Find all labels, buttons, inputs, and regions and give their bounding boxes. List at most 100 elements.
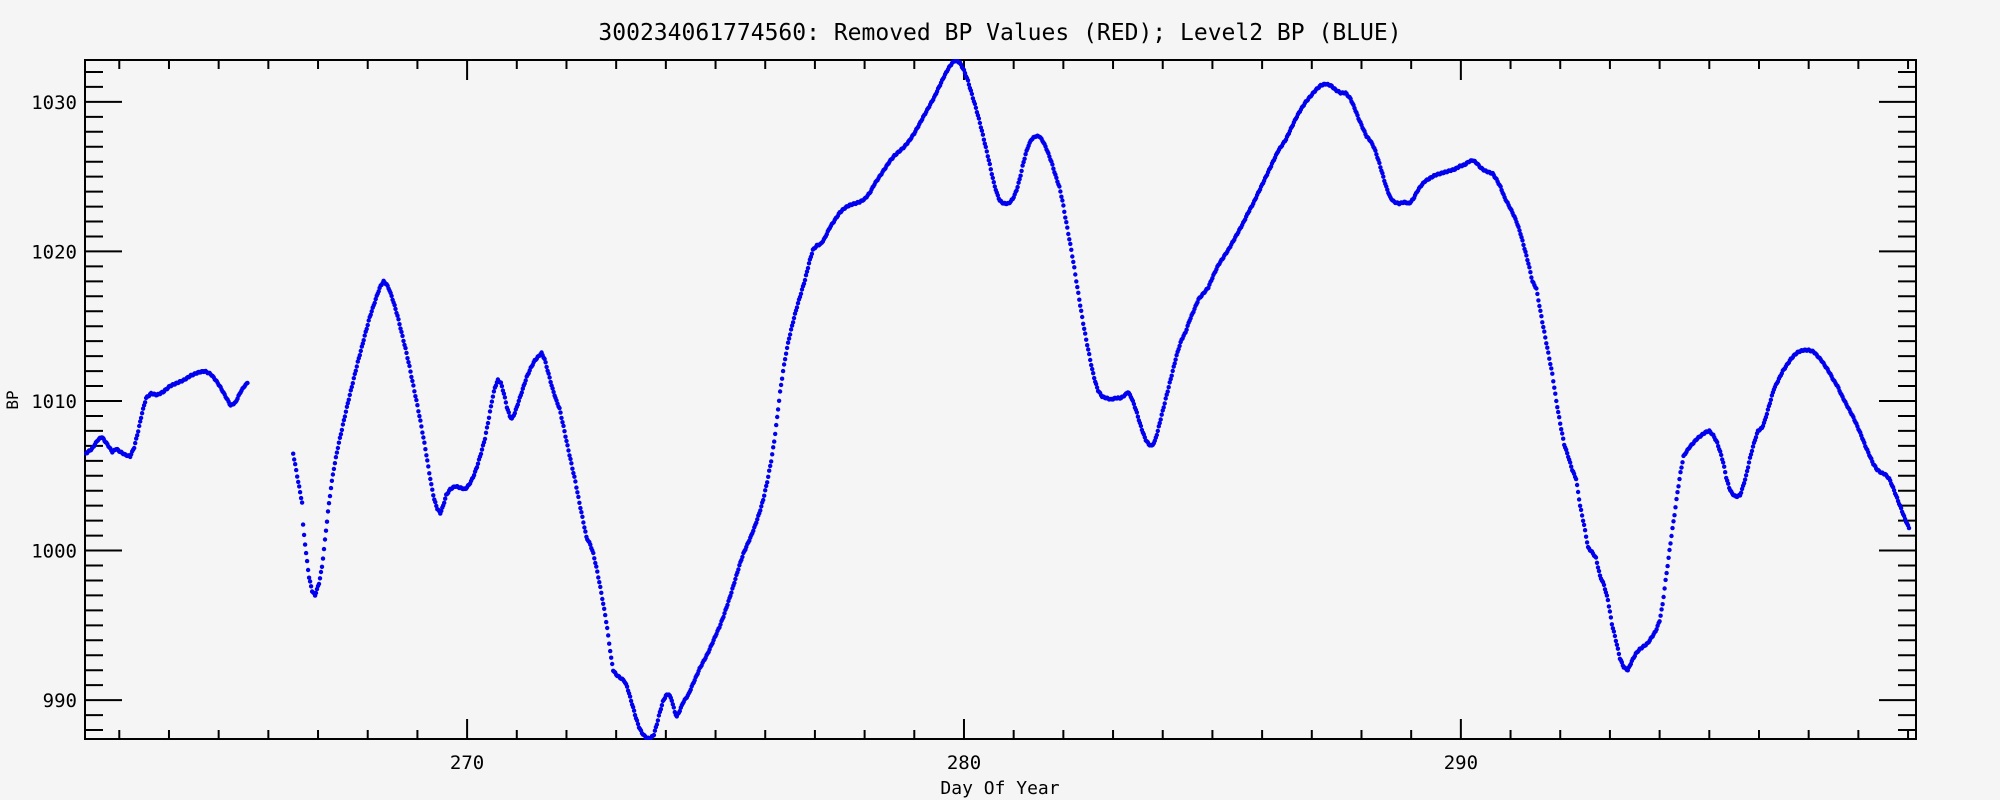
y-tick-label: 1030 [31, 92, 77, 114]
data-point-dot [565, 443, 570, 448]
data-point-dot [1529, 275, 1534, 280]
data-point-dot [564, 438, 569, 444]
data-point-dot [576, 494, 581, 500]
data-point-dot [1059, 194, 1064, 199]
data-point-dot [135, 433, 140, 438]
data-point-dot [475, 461, 481, 466]
data-point-dot [1385, 187, 1390, 192]
data-point-dot [404, 350, 409, 356]
data-point-dot [1520, 238, 1525, 243]
data-point-dot [1072, 265, 1077, 270]
data-point-dot [1744, 468, 1750, 474]
data-point-dot [302, 542, 308, 547]
data-point-dot [1574, 482, 1580, 488]
data-point-dot [973, 105, 979, 111]
data-point-dot [605, 625, 610, 631]
data-point-dot [799, 287, 805, 292]
data-point-dot [1594, 560, 1600, 565]
data-point-dot [1741, 481, 1747, 486]
data-point-dot [600, 596, 605, 602]
data-point-dot [138, 419, 143, 424]
y-tick-label: 1020 [31, 241, 77, 263]
data-point-dot [434, 503, 439, 509]
data-point-dot [324, 519, 330, 524]
data-point-dot [721, 614, 726, 620]
data-point-dot [1862, 440, 1867, 445]
data-point-dot [1661, 594, 1666, 600]
data-point-dot [317, 576, 323, 581]
data-point-dot [316, 581, 322, 587]
data-point-dot [1084, 337, 1089, 342]
data-point-dot [1667, 547, 1672, 553]
data-point-dot [1664, 570, 1669, 576]
data-point-dot [776, 398, 782, 403]
axes: 270 280 290 990 1000 1010 1020 1030 [31, 59, 1917, 774]
data-point-dot [407, 363, 412, 369]
data-point-dot [1074, 279, 1079, 284]
data-point-dot [568, 456, 573, 462]
data-point-dot [1605, 597, 1611, 603]
data-point-dot [431, 493, 436, 498]
data-point-dot [1525, 257, 1530, 263]
data-point-dot [1721, 460, 1726, 465]
data-point-dot [1157, 420, 1162, 426]
data-point-dot [1134, 410, 1140, 415]
data-point-dot [296, 479, 301, 485]
data-point-dot [968, 88, 974, 93]
data-point-dot [506, 410, 511, 415]
data-point-dot [327, 493, 333, 499]
data-point-dot [411, 383, 416, 388]
data-point-dot [351, 376, 356, 381]
data-point-dot [493, 383, 499, 388]
data-point-dot [1065, 225, 1070, 230]
data-point-dot [355, 359, 360, 364]
data-points [84, 59, 1912, 740]
data-point-dot [1015, 184, 1020, 190]
data-point-dot [1537, 303, 1542, 309]
data-point-dot [1583, 534, 1589, 539]
data-point-dot [1022, 156, 1027, 161]
data-point-dot [427, 471, 432, 476]
data-point-dot [1135, 414, 1141, 419]
data-point-dot [1154, 432, 1160, 438]
data-point-dot [547, 375, 552, 380]
data-point-dot [322, 537, 328, 542]
data-point-dot [308, 584, 314, 589]
data-point-dot [1677, 476, 1682, 482]
data-point-dot [1743, 473, 1749, 478]
data-point-dot [1068, 241, 1073, 247]
data-point-dot [1014, 188, 1019, 193]
data-point-dot [804, 269, 810, 274]
data-point-dot [598, 584, 603, 590]
data-point-dot [423, 447, 428, 452]
data-point-dot [1659, 607, 1664, 612]
data-point-dot [1062, 209, 1067, 214]
data-point-dot [399, 329, 404, 335]
data-point-dot [794, 305, 800, 310]
data-point-dot [1172, 361, 1177, 366]
data-point-dot [987, 161, 992, 167]
data-point-dot [353, 368, 358, 373]
data-point-dot [295, 474, 300, 479]
data-point-dot [1614, 642, 1620, 647]
data-point-dot [368, 312, 373, 317]
data-point-dot [1067, 237, 1072, 242]
data-point-dot [765, 480, 770, 485]
x-tick-label: 280 [947, 752, 981, 774]
data-point-dot [1672, 513, 1677, 518]
data-point-dot [595, 569, 600, 574]
data-point-dot [770, 452, 775, 457]
data-point-dot [293, 462, 298, 467]
data-point-dot [602, 606, 607, 611]
data-point-dot [624, 684, 630, 689]
data-point-dot [401, 338, 406, 344]
data-point-dot [403, 345, 408, 351]
data-point-dot [424, 453, 429, 458]
data-point-dot [1750, 444, 1756, 449]
data-point-dot [1576, 497, 1582, 502]
data-point-dot [593, 560, 598, 566]
data-point-dot [1575, 489, 1581, 495]
data-point-dot [732, 580, 737, 586]
data-point-dot [1498, 184, 1503, 189]
data-point-dot [133, 440, 138, 446]
